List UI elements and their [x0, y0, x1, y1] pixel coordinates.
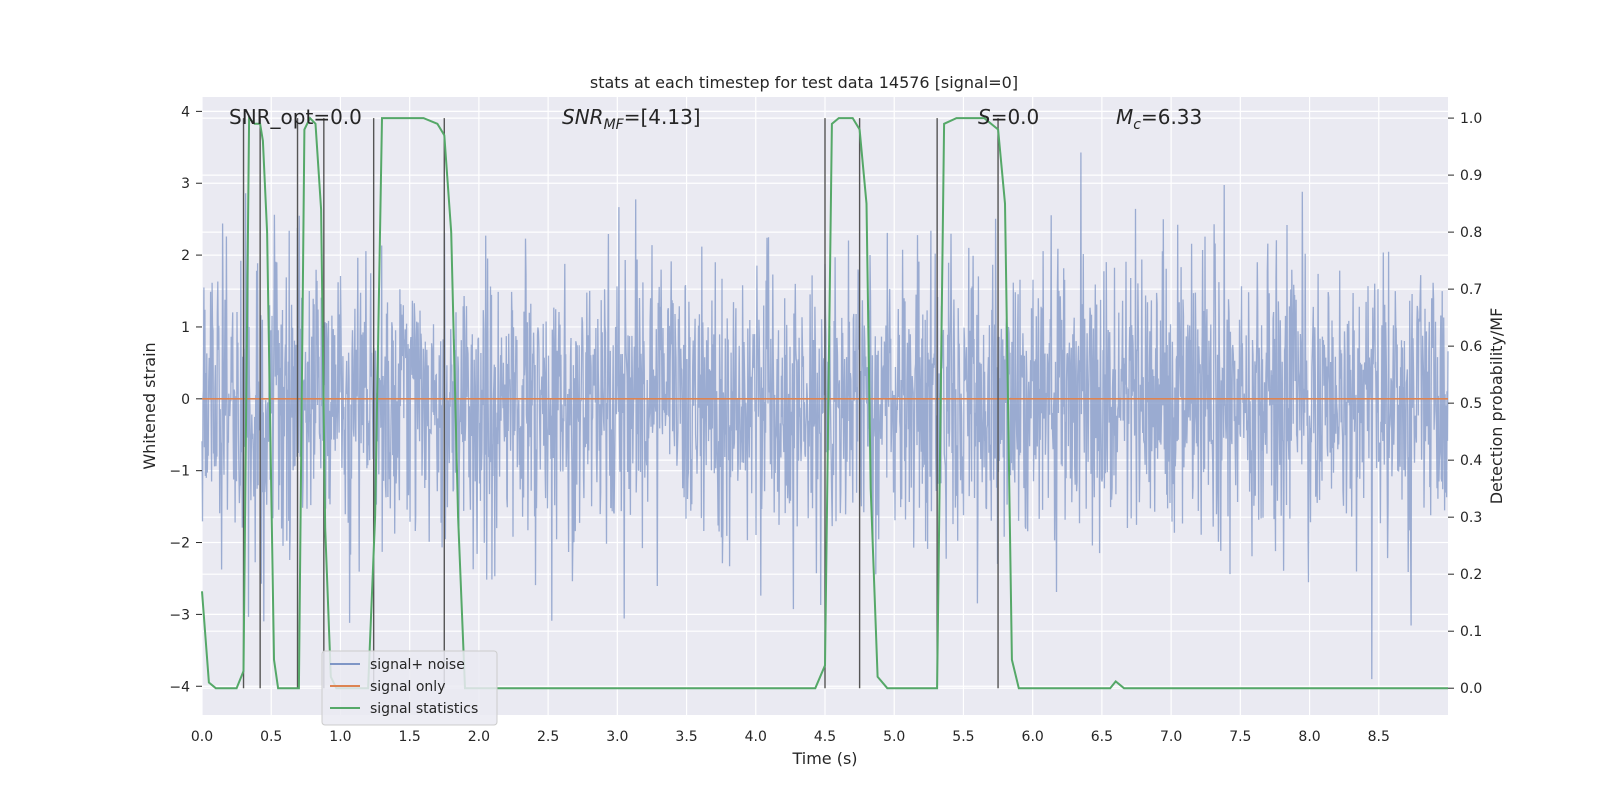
x-tick-label: 8.5: [1368, 729, 1390, 745]
y-axis-left-label: Whitened strain: [140, 342, 159, 469]
x-axis-ticks: 0.0 0.5 1.0 1.5 2.0 2.5 3.0 3.5 4.0 4.5 5.0 5.5 6.0 6…: [191, 729, 1390, 745]
x-tick-label: 7.5: [1229, 729, 1251, 745]
x-tick-label: 3.5: [675, 729, 697, 745]
y-tick-label-left: 2: [181, 248, 190, 264]
x-tick-label: 5.0: [883, 729, 905, 745]
y-tick-label-left: −3: [169, 607, 190, 623]
y-tick-label-left: −2: [169, 536, 190, 552]
legend-label-stat: signal statistics: [370, 701, 478, 717]
annotation-s-main: S: [978, 105, 991, 129]
y-tick-label-right: 0.6: [1460, 339, 1482, 355]
x-tick-label: 1.0: [329, 729, 351, 745]
legend: signal+ noise signal only signal statist…: [321, 650, 498, 726]
y-tick-label-right: 0.7: [1460, 282, 1482, 298]
annotation-s: S=0.0: [978, 105, 1039, 129]
y-axis-right-label: Detection probability/MF: [1487, 308, 1506, 505]
legend-box: [321, 650, 498, 726]
y-tick-label-right: 0.3: [1460, 510, 1482, 526]
x-tick-label: 6.5: [1091, 729, 1113, 745]
y-tick-label-left: −4: [169, 679, 190, 695]
annotation-mc-main: M: [1116, 105, 1133, 129]
x-tick-label: 8.0: [1298, 729, 1320, 745]
y-tick-label-left: −1: [169, 464, 190, 480]
y-axis-right-ticks: 1.0 0.9 0.8 0.7 0.6 0.5 0.4 0.3 0.2 0.1 0.0: [1448, 111, 1482, 697]
y-tick-label-right: 0.4: [1460, 453, 1482, 469]
x-tick-label: 4.5: [814, 729, 836, 745]
x-tick-label: 6.0: [1022, 729, 1044, 745]
y-axis-left-ticks: 4 3 2 1 0 −1 −2 −3 −4: [169, 104, 202, 695]
x-tick-label: 3.0: [606, 729, 628, 745]
y-tick-label-right: 0.9: [1460, 168, 1482, 184]
y-tick-label-left: 0: [181, 392, 190, 408]
annotation-mc-sub: c: [1133, 117, 1141, 133]
y-tick-label-right: 0.8: [1460, 225, 1482, 241]
annotation-s-value: =0.0: [991, 105, 1040, 129]
x-axis-label: Time (s): [791, 749, 857, 768]
chart-title: stats at each timestep for test data 145…: [590, 73, 1018, 92]
x-tick-label: 5.5: [952, 729, 974, 745]
x-tick-label: 2.0: [468, 729, 490, 745]
y-tick-label-left: 4: [181, 104, 190, 120]
annotation-mc: Mc=6.33: [1116, 105, 1202, 133]
y-tick-label-right: 0.0: [1460, 681, 1482, 697]
y-tick-label-right: 0.1: [1460, 624, 1482, 640]
y-tick-label-left: 1: [181, 320, 190, 336]
y-tick-label-right: 1.0: [1460, 111, 1482, 127]
x-tick-label: 0.0: [191, 729, 213, 745]
x-tick-label: 7.0: [1160, 729, 1182, 745]
x-tick-label: 2.5: [537, 729, 559, 745]
x-tick-label: 4.0: [745, 729, 767, 745]
x-tick-label: 1.5: [399, 729, 421, 745]
vline-layer: [242, 118, 999, 689]
y-tick-label-right: 0.5: [1460, 396, 1482, 412]
y-tick-label-right: 0.2: [1460, 567, 1482, 583]
annotation-snr-mf-sub: MF: [604, 117, 625, 133]
annotation-mc-value: =6.33: [1141, 105, 1202, 129]
legend-label-noise: signal+ noise: [370, 657, 465, 673]
x-tick-label: 0.5: [260, 729, 282, 745]
annotation-snr-opt: SNR_opt=0.0: [229, 105, 362, 129]
annotation-snr-mf-value: =[4.13]: [624, 105, 701, 129]
annotation-snr-mf: SNRMF=[4.13]: [562, 105, 701, 133]
annotation-snr-mf-main: SNR: [562, 105, 604, 129]
legend-label-signal: signal only: [370, 679, 445, 695]
y-tick-label-left: 3: [181, 176, 190, 192]
